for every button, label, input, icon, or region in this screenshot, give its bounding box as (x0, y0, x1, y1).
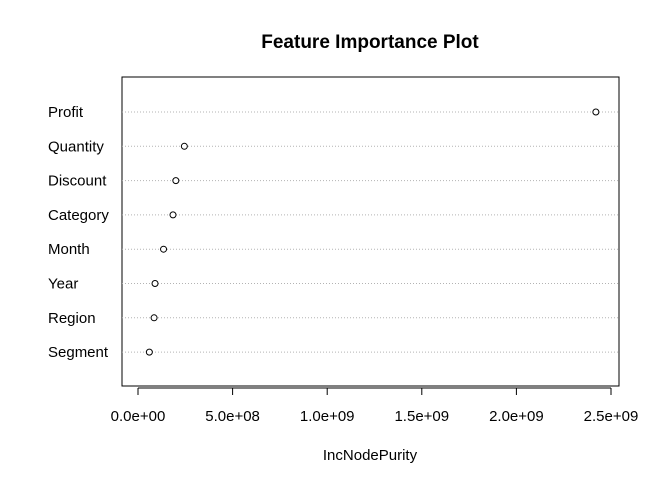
data-point (160, 245, 168, 253)
category-label: Segment (48, 344, 109, 361)
category-label: Profit (48, 104, 84, 121)
category-label: Month (48, 241, 90, 258)
grid-lines (122, 111, 619, 353)
data-point (169, 211, 177, 219)
category-label: Category (48, 207, 109, 224)
category-labels: Profit Quantity Discount Category Month Year R… (48, 104, 109, 361)
plot-frame (121, 76, 620, 387)
category-label: Region (48, 310, 96, 327)
data-point (145, 348, 153, 356)
x-tick-label: 1.5e+09 (394, 408, 449, 425)
x-tick-label: 5.0e+08 (205, 408, 260, 425)
x-tick-label: 1.0e+09 (300, 408, 355, 425)
data-point (180, 142, 188, 150)
data-points (145, 108, 600, 356)
data-point (151, 280, 159, 287)
x-axis: 0.0e+00 5.0e+08 1.0e+09 1.5e+09 2.0e+09 2.5e+… (111, 387, 639, 425)
x-axis-title: IncNodePurity (323, 447, 418, 464)
data-point (592, 108, 600, 116)
x-tick-label: 2.0e+09 (489, 408, 544, 425)
category-label: Quantity (48, 138, 104, 155)
category-label: Discount (48, 173, 107, 190)
chart-title: Feature Importance Plot (261, 32, 479, 53)
data-point (150, 314, 158, 322)
x-tick-label: 0.0e+00 (111, 408, 166, 425)
data-point (172, 177, 180, 185)
category-label: Year (48, 276, 78, 293)
x-tick-label: 2.5e+09 (584, 408, 639, 425)
